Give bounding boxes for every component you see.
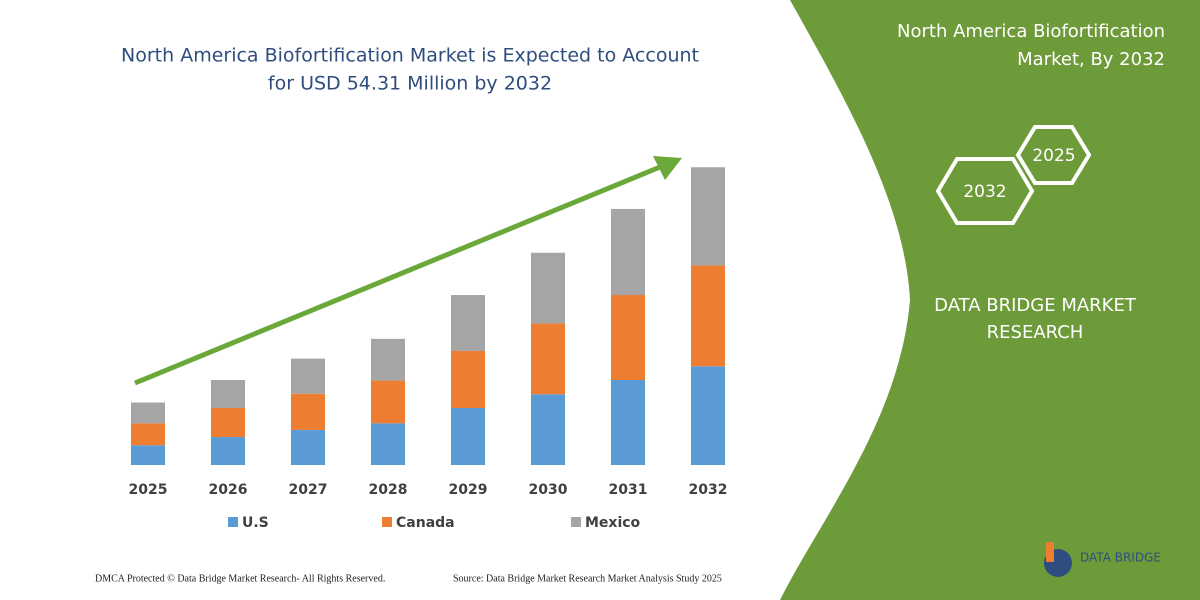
chart-title: North America Biofortification Market is… (121, 45, 699, 67)
bar-segment (371, 380, 405, 424)
x-tick-label: 2026 (209, 482, 248, 498)
bar-segment (211, 380, 245, 408)
side-panel (780, 0, 1200, 600)
x-tick-label: 2032 (689, 482, 728, 498)
bar-segment (291, 358, 325, 394)
brand-text: DATA BRIDGE MARKET (934, 295, 1137, 316)
logo-text: DATA BRIDGE (1080, 551, 1161, 565)
bar-segment (371, 423, 405, 465)
footer-copyright: DMCA Protected © Data Bridge Market Rese… (95, 573, 385, 584)
bar-segment (691, 366, 725, 465)
logo-icon (1046, 542, 1054, 562)
x-tick-label: 2029 (449, 482, 488, 498)
x-tick-label: 2030 (529, 482, 568, 498)
bar-segment (691, 265, 725, 367)
bar-segment (371, 338, 405, 381)
bar-segment (691, 167, 725, 266)
bar-segment (531, 323, 565, 395)
bar-segment (531, 394, 565, 465)
bar-segment (611, 380, 645, 465)
trend-arrow (134, 162, 666, 386)
bar-segment (131, 423, 165, 446)
legend-swatch (571, 517, 581, 527)
bar-segment (451, 407, 485, 465)
brand-text: RESEARCH (987, 322, 1084, 343)
bar-segment (451, 350, 485, 408)
x-tick-label: 2028 (369, 482, 408, 498)
hexagon (935, 157, 1035, 225)
bar-segment (531, 252, 565, 324)
bar-segment (131, 445, 165, 465)
bar-segment (611, 208, 645, 296)
trend-arrow-head (653, 156, 682, 180)
legend-label: Mexico (585, 515, 641, 531)
hexagon (1015, 125, 1092, 185)
legend-label: U.S (242, 515, 269, 531)
x-tick-label: 2027 (289, 482, 328, 498)
x-tick-label: 2031 (609, 482, 648, 498)
side-title: North America Biofortification (897, 21, 1165, 42)
bar-segment (291, 429, 325, 465)
hexagon-label: 2025 (1032, 146, 1075, 166)
bar-segment (131, 402, 165, 424)
chart-title: for USD 54.31 Million by 2032 (268, 73, 552, 95)
legend-swatch (382, 517, 392, 527)
bar-segment (451, 295, 485, 351)
legend-label: Canada (396, 515, 455, 531)
side-title: Market, By 2032 (1017, 49, 1165, 70)
bar-segment (211, 437, 245, 465)
bar-segment (611, 295, 645, 381)
footer-source: Source: Data Bridge Market Research Mark… (453, 573, 722, 584)
bar-segment (211, 407, 245, 438)
bar-segment (291, 393, 325, 430)
legend-swatch (228, 517, 238, 527)
x-tick-label: 2025 (129, 482, 168, 498)
hexagon-label: 2032 (963, 182, 1006, 202)
